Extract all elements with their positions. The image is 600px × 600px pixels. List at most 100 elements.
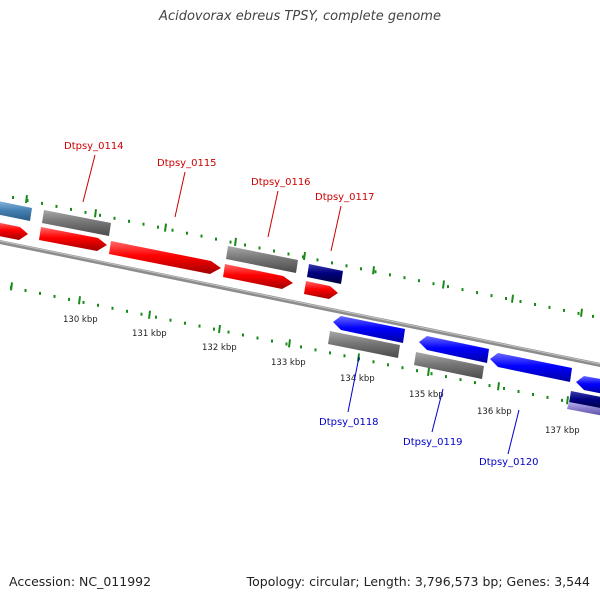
track-dot [490, 294, 493, 298]
gene-red-partial[interactable] [0, 222, 28, 240]
gene-red-0116[interactable] [223, 264, 293, 289]
feature-gray-1[interactable] [42, 210, 111, 236]
track-dot [445, 375, 447, 379]
gene-blue-partial[interactable] [576, 376, 600, 394]
track-dot [461, 288, 464, 292]
track-dot [227, 330, 230, 334]
track-dot [505, 297, 507, 300]
reverse-features [328, 316, 600, 416]
track-dot [416, 369, 418, 373]
track-dot [329, 351, 331, 355]
gene-blue-0118[interactable] [333, 316, 405, 343]
feature-steelblue[interactable] [0, 201, 32, 221]
scale-tick-label: 130 kbp [63, 315, 98, 325]
scale-tick-label: 137 kbp [545, 426, 580, 436]
track-dot [68, 297, 70, 301]
track-dot [534, 303, 536, 306]
track-dot [314, 348, 317, 352]
forward-features [0, 201, 343, 299]
track-dot [258, 246, 261, 250]
track-dot [577, 311, 580, 315]
major-tick [497, 382, 500, 391]
gene-label-0114[interactable]: Dtpsy_0114 [64, 141, 124, 152]
track-dot [213, 327, 215, 331]
feature-gray-3[interactable] [328, 331, 400, 358]
gene-blue-0119[interactable] [419, 336, 489, 363]
track-dot [82, 300, 85, 304]
track-dot [200, 234, 203, 238]
major-tick [511, 294, 514, 303]
track-dot [374, 270, 377, 274]
gene-label-0120[interactable]: Dtpsy_0120 [479, 457, 539, 468]
major-tick [94, 209, 97, 218]
track-dot [418, 279, 420, 283]
track-dot [285, 342, 288, 346]
track-dot [331, 261, 333, 265]
major-tick [580, 308, 583, 317]
major-tick [288, 339, 291, 348]
track-dot [229, 240, 232, 244]
track-dot [474, 381, 476, 385]
track-dot [432, 282, 435, 286]
track-dot [186, 231, 188, 235]
gene-red-0117[interactable] [304, 281, 338, 299]
track-dot [546, 395, 549, 399]
track-dot [387, 363, 389, 367]
track-dot [345, 264, 348, 268]
track-dot [401, 366, 404, 370]
gene-label-0116[interactable]: Dtpsy_0116 [251, 177, 311, 188]
feature-navy-2[interactable] [569, 391, 600, 410]
track-dot [403, 276, 406, 280]
track-dot [389, 273, 391, 277]
track-dot [503, 387, 505, 390]
track-dot [128, 219, 130, 223]
track-dot [430, 372, 433, 376]
feature-gray-2[interactable] [226, 246, 298, 273]
track-dot [39, 291, 41, 295]
track-dot [244, 243, 246, 247]
track-dot [41, 201, 43, 205]
scale-ticks: 130 kbp 131 kbp 132 kbp 133 kbp 134 kbp 135 k… [10, 194, 583, 436]
track-dot [271, 339, 273, 343]
track-dot [476, 291, 478, 295]
track-dot [142, 222, 145, 226]
accession-text: Accession: NC_011992 [9, 574, 152, 589]
gene-label-0119[interactable]: Dtpsy_0119 [403, 437, 463, 448]
track-dot [360, 267, 362, 271]
track-dot [155, 315, 157, 319]
gene-label-0115[interactable]: Dtpsy_0115 [157, 158, 217, 169]
track-dot [302, 255, 304, 259]
feature-lavender[interactable] [567, 402, 600, 416]
track-dot [242, 333, 244, 337]
major-tick [148, 310, 151, 319]
gene-red-0115[interactable] [109, 241, 221, 274]
track-dot [53, 294, 56, 298]
major-tick [10, 282, 13, 291]
label-callouts [82, 154, 520, 455]
track-dot [157, 225, 159, 229]
gene-label-0118[interactable]: Dtpsy_0118 [319, 417, 379, 428]
track-dot [316, 258, 319, 262]
track-dot [488, 384, 491, 388]
gene-red-0114[interactable] [39, 227, 107, 251]
feature-navy-1[interactable] [307, 264, 343, 284]
major-tick [372, 266, 375, 275]
genome-summary-text: Topology: circular; Length: 3,796,573 bp… [246, 574, 590, 589]
track-dot [24, 289, 27, 292]
track-dot [517, 390, 520, 393]
track-dot [300, 345, 302, 349]
gene-labels: Dtpsy_0114 Dtpsy_0115 Dtpsy_0116 Dtpsy_0… [64, 141, 539, 468]
track-dot [169, 318, 172, 322]
track-dot [287, 252, 290, 256]
scale-tick-label: 136 kbp [477, 407, 512, 417]
gene-blue-0120[interactable] [490, 353, 572, 382]
genome-title: Acidovorax ebreus TPSY, complete genome [159, 9, 441, 24]
feature-gray-4[interactable] [414, 352, 484, 379]
track-dot [372, 360, 375, 364]
scale-tick-label: 135 kbp [409, 390, 444, 400]
track-dot [111, 306, 114, 310]
track-dot [26, 199, 29, 202]
major-tick [566, 396, 569, 405]
gene-label-0117[interactable]: Dtpsy_0117 [315, 192, 375, 203]
